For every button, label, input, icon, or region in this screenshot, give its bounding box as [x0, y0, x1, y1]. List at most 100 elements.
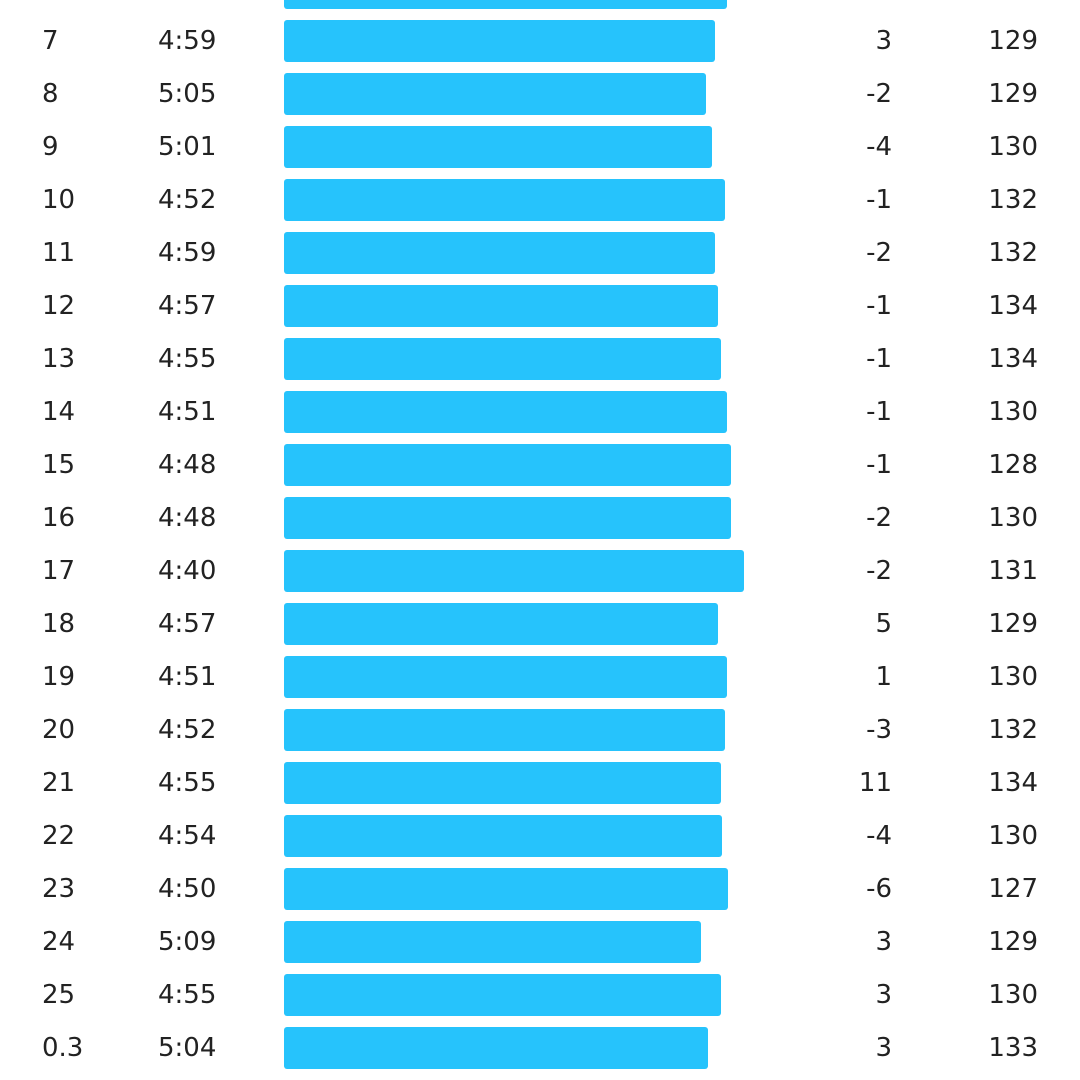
split-row[interactable]: 20 4:52 -3 132: [0, 704, 1080, 757]
split-km: 19: [42, 662, 76, 692]
split-pace: 4:55: [158, 768, 217, 798]
pace-bar: [284, 656, 727, 698]
split-row[interactable]: 12 4:57 -1 134: [0, 280, 1080, 333]
split-row[interactable]: 11 4:59 -2 132: [0, 227, 1080, 280]
pace-bar: [284, 338, 721, 380]
split-row[interactable]: 24 5:09 3 129: [0, 916, 1080, 969]
split-elevation: -4: [866, 821, 892, 851]
split-pace: 4:55: [158, 980, 217, 1010]
split-elevation: -2: [866, 556, 892, 586]
split-heart-rate: 130: [988, 503, 1038, 533]
split-pace: 4:57: [158, 609, 217, 639]
split-elevation: -2: [866, 238, 892, 268]
split-heart-rate: 127: [988, 874, 1038, 904]
split-row[interactable]: 7 4:59 3 129: [0, 15, 1080, 68]
split-heart-rate: 131: [988, 556, 1038, 586]
split-row[interactable]: 19 4:51 1 130: [0, 651, 1080, 704]
split-km: 11: [42, 238, 76, 268]
pace-bar: [284, 444, 731, 486]
split-heart-rate: 133: [988, 1033, 1038, 1063]
split-elevation: -2: [866, 503, 892, 533]
split-row[interactable]: 9 5:01 -4 130: [0, 121, 1080, 174]
split-pace: 4:40: [158, 556, 217, 586]
split-elevation: 3: [875, 26, 892, 56]
split-elevation: 3: [875, 1033, 892, 1063]
split-km: 24: [42, 927, 76, 957]
split-elevation: 5: [875, 609, 892, 639]
split-row[interactable]: 25 4:55 3 130: [0, 969, 1080, 1022]
pace-bar: [284, 126, 712, 168]
split-row[interactable]: 17 4:40 -2 131: [0, 545, 1080, 598]
split-km: 22: [42, 821, 76, 851]
split-km: 8: [42, 79, 59, 109]
split-elevation: -1: [866, 397, 892, 427]
split-heart-rate: 130: [988, 132, 1038, 162]
split-pace: 4:55: [158, 344, 217, 374]
split-km: 18: [42, 609, 76, 639]
split-pace: 4:52: [158, 715, 217, 745]
pace-bar: [284, 921, 701, 963]
split-elevation: -3: [866, 715, 892, 745]
split-pace: 4:54: [158, 821, 217, 851]
pace-bar: [284, 20, 715, 62]
split-pace: 4:51: [158, 662, 217, 692]
split-row[interactable]: 23 4:50 -6 127: [0, 863, 1080, 916]
split-km: 0.3: [42, 1033, 84, 1063]
split-elevation: -6: [866, 874, 892, 904]
split-pace: 4:59: [158, 238, 217, 268]
pace-bar: [284, 73, 706, 115]
split-pace: 4:52: [158, 185, 217, 215]
split-row[interactable]: 10 4:52 -1 132: [0, 174, 1080, 227]
split-elevation: -2: [866, 79, 892, 109]
split-row[interactable]: 14 4:51 -1 130: [0, 386, 1080, 439]
split-heart-rate: 130: [988, 980, 1038, 1010]
split-row-partial[interactable]: [0, 0, 1080, 15]
split-elevation: 1: [875, 662, 892, 692]
split-heart-rate: 130: [988, 662, 1038, 692]
split-heart-rate: 129: [988, 927, 1038, 957]
pace-bar: [284, 815, 722, 857]
pace-bar: [284, 285, 718, 327]
pace-bar: [284, 603, 718, 645]
split-pace: 5:09: [158, 927, 217, 957]
split-elevation: -1: [866, 291, 892, 321]
split-pace: 4:57: [158, 291, 217, 321]
split-elevation: 3: [875, 927, 892, 957]
split-elevation: -1: [866, 344, 892, 374]
split-row[interactable]: 18 4:57 5 129: [0, 598, 1080, 651]
split-row[interactable]: 0.3 5:04 3 133: [0, 1022, 1080, 1075]
pace-bar: [284, 1027, 708, 1069]
split-row[interactable]: 16 4:48 -2 130: [0, 492, 1080, 545]
split-km: 25: [42, 980, 76, 1010]
split-km: 7: [42, 26, 59, 56]
pace-bar: [284, 232, 715, 274]
split-km: 16: [42, 503, 76, 533]
pace-bar: [284, 974, 721, 1016]
split-row[interactable]: 21 4:55 11 134: [0, 757, 1080, 810]
split-km: 12: [42, 291, 76, 321]
split-elevation: -1: [866, 450, 892, 480]
split-heart-rate: 134: [988, 768, 1038, 798]
split-km: 13: [42, 344, 76, 374]
split-km: 14: [42, 397, 76, 427]
split-km: 21: [42, 768, 76, 798]
split-pace: 4:48: [158, 503, 217, 533]
pace-bar: [284, 709, 725, 751]
split-km: 9: [42, 132, 59, 162]
split-pace: 5:04: [158, 1033, 217, 1063]
split-pace: 4:50: [158, 874, 217, 904]
pace-bar: [284, 0, 727, 9]
split-row[interactable]: 15 4:48 -1 128: [0, 439, 1080, 492]
split-elevation: -4: [866, 132, 892, 162]
split-row[interactable]: 8 5:05 -2 129: [0, 68, 1080, 121]
split-km: 20: [42, 715, 76, 745]
pace-bar: [284, 550, 744, 592]
split-row[interactable]: 22 4:54 -4 130: [0, 810, 1080, 863]
split-pace: 4:51: [158, 397, 217, 427]
split-row[interactable]: 13 4:55 -1 134: [0, 333, 1080, 386]
split-heart-rate: 132: [988, 185, 1038, 215]
split-elevation: 3: [875, 980, 892, 1010]
pace-bar: [284, 391, 727, 433]
split-km: 23: [42, 874, 76, 904]
